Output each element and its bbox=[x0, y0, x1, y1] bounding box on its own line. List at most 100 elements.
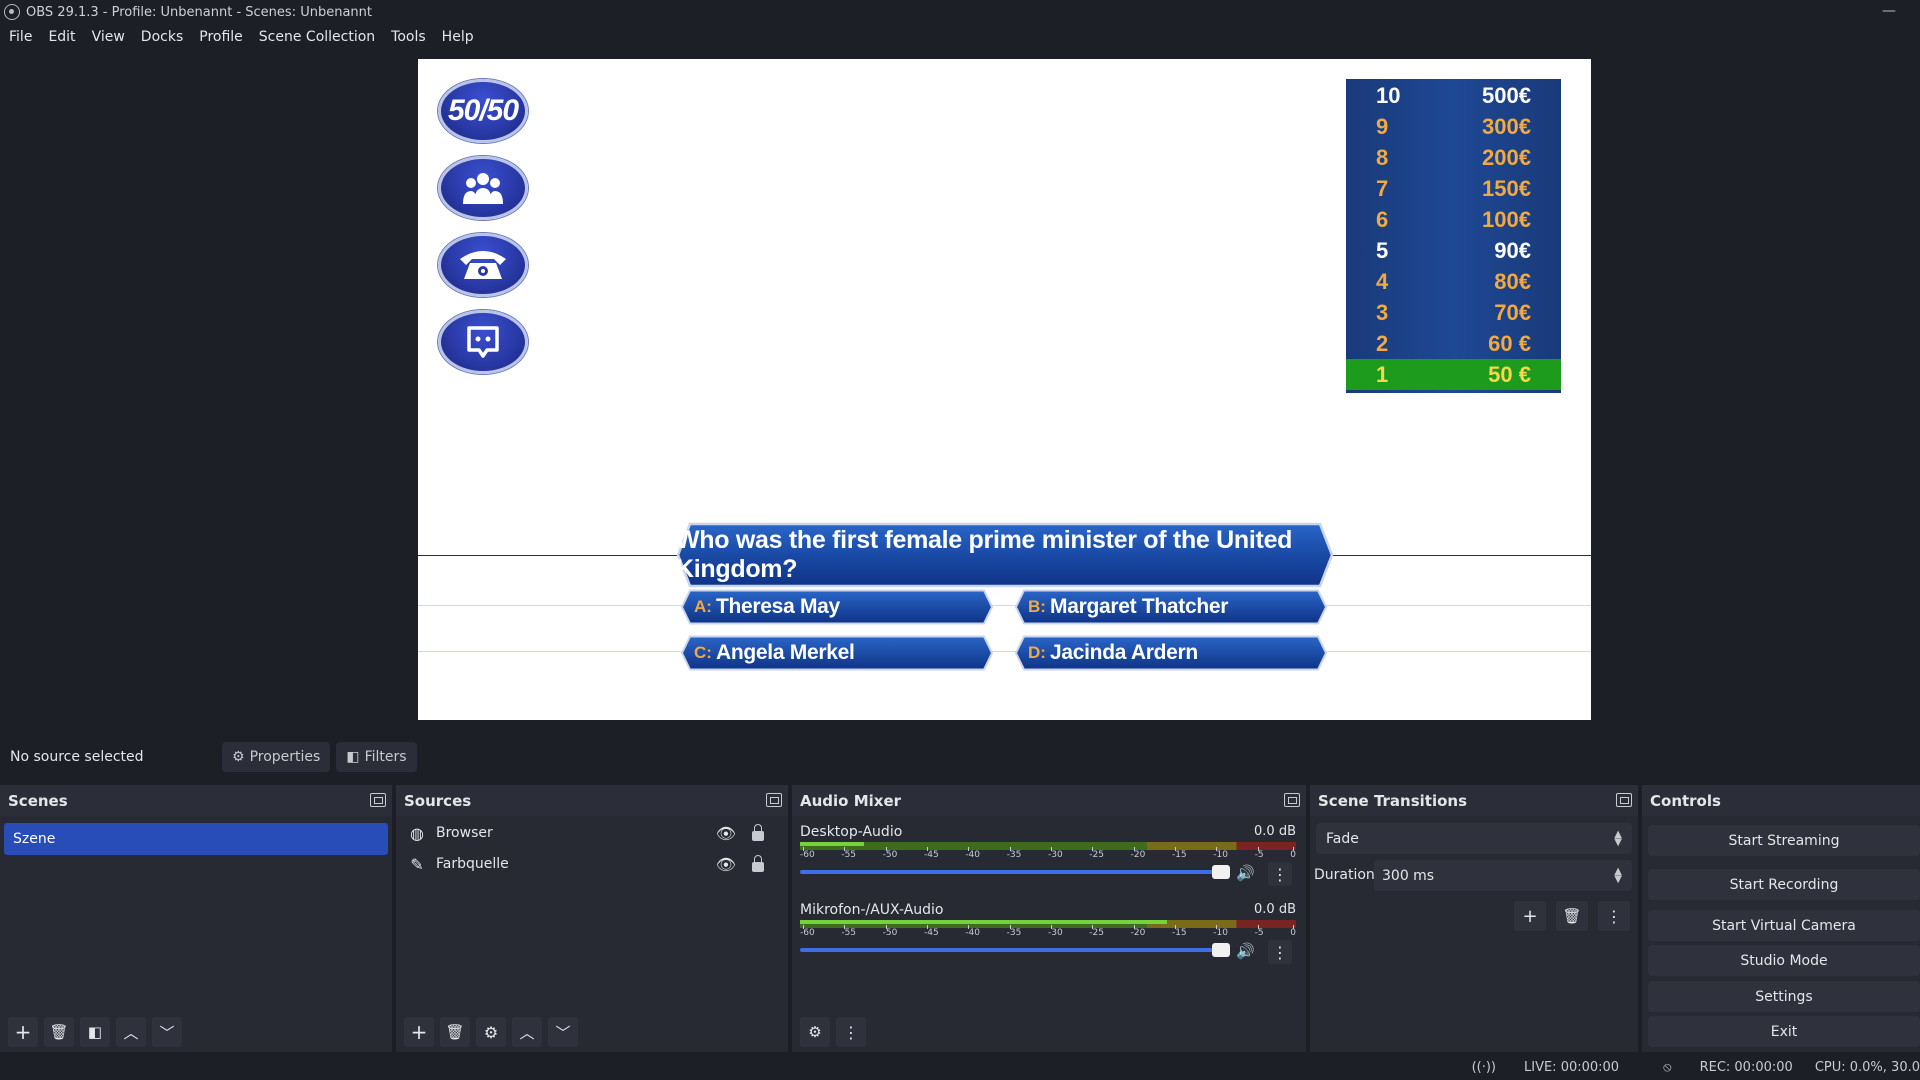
volume-meter bbox=[800, 920, 1296, 928]
filters-button[interactable]: ◧ Filters bbox=[336, 741, 417, 772]
volume-slider-handle[interactable] bbox=[1212, 865, 1230, 879]
move-source-up-button[interactable]: ︿ bbox=[512, 1017, 542, 1047]
meter-tick-label: -45 bbox=[924, 925, 939, 946]
remove-scene-button[interactable]: 🗑 bbox=[44, 1017, 74, 1047]
filters-label: Filters bbox=[364, 748, 407, 765]
answer-text: Margaret Thatcher bbox=[1050, 595, 1229, 618]
source-item-farbquelle[interactable]: ✎ Farbquelle 👁 bbox=[408, 849, 776, 879]
answer-letter: A: bbox=[694, 597, 712, 616]
channel-desktop-audio: Desktop-Audio 0.0 dB -60 -55 -50 -45 -40 -35-… bbox=[798, 824, 1300, 894]
speaker-icon[interactable]: 🔊 bbox=[1236, 864, 1255, 882]
duration-input[interactable]: 300 ms ▲ ▼ bbox=[1374, 860, 1632, 891]
meter-tick-label: -55 bbox=[841, 847, 856, 868]
menu-docks[interactable]: Docks bbox=[140, 29, 184, 45]
start-streaming-button[interactable]: Start Streaming bbox=[1648, 825, 1920, 856]
lock-icon[interactable] bbox=[752, 824, 764, 841]
visibility-eye-icon[interactable]: 👁 bbox=[715, 854, 736, 874]
scene-filters-button[interactable]: ◧ bbox=[80, 1017, 110, 1047]
undock-icon[interactable] bbox=[1616, 793, 1632, 807]
start-recording-button[interactable]: Start Recording bbox=[1648, 869, 1920, 900]
meter-tick-label: -15 bbox=[1172, 847, 1187, 868]
transitions-title: Scene Transitions bbox=[1318, 791, 1468, 810]
chevron-up-icon: ︿ bbox=[123, 1023, 139, 1042]
channel-menu-button[interactable]: ⋮ bbox=[1268, 940, 1292, 964]
channel-mic-aux-audio: Mikrofon-/AUX-Audio 0.0 dB -60 -55 -50 -45-… bbox=[798, 902, 1300, 972]
add-source-button[interactable]: + bbox=[404, 1017, 434, 1047]
settings-button[interactable]: Settings bbox=[1648, 981, 1920, 1012]
answer-letter: B: bbox=[1028, 597, 1046, 616]
meter-tick-label: -60 bbox=[800, 925, 815, 946]
ladder-amount: 60 € bbox=[1488, 330, 1531, 356]
meter-tick-label: -40 bbox=[965, 925, 980, 946]
scenes-list: Szene bbox=[0, 816, 392, 1052]
scenes-title: Scenes bbox=[8, 791, 68, 810]
volume-slider-track[interactable] bbox=[800, 870, 1222, 874]
source-toolbar: No source selected ⚙ Properties ◧ Filter… bbox=[0, 735, 1920, 778]
menu-profile[interactable]: Profile bbox=[199, 29, 243, 45]
transition-buttons: + 🗑 ⋮ bbox=[1504, 901, 1630, 931]
move-scene-down-button[interactable]: ﹀ bbox=[152, 1017, 182, 1047]
kebab-menu-icon: ⋮ bbox=[1272, 942, 1288, 962]
undock-icon[interactable] bbox=[370, 793, 386, 807]
record-icon: ⦸ bbox=[1663, 1059, 1672, 1075]
transition-select[interactable]: Fade ▲ ▼ bbox=[1316, 823, 1632, 854]
mixer-menu-button[interactable]: ⋮ bbox=[836, 1017, 866, 1047]
sources-footer: + 🗑 ⚙ ︿ ﹀ bbox=[396, 1012, 788, 1052]
transition-menu-button[interactable]: ⋮ bbox=[1598, 901, 1630, 931]
controls-header: Controls bbox=[1642, 785, 1920, 816]
meter-tick-label: -45 bbox=[924, 847, 939, 868]
ladder-level: 3 bbox=[1376, 299, 1389, 325]
chevron-down-icon: ﹀ bbox=[159, 1023, 175, 1042]
meter-level bbox=[800, 842, 865, 846]
undock-icon[interactable] bbox=[766, 793, 782, 807]
plus-icon: + bbox=[410, 1020, 428, 1044]
speaker-icon[interactable]: 🔊 bbox=[1236, 942, 1255, 960]
ladder-row: 10 500€ bbox=[1346, 80, 1561, 111]
menu-scene-collection[interactable]: Scene Collection bbox=[258, 29, 376, 45]
spinner-icon[interactable]: ▲ ▼ bbox=[1614, 865, 1622, 885]
properties-button[interactable]: ⚙ Properties bbox=[222, 741, 331, 772]
meter-tick-label: -30 bbox=[1048, 925, 1063, 946]
channel-menu-button[interactable]: ⋮ bbox=[1268, 862, 1292, 886]
answer-a: A: Theresa May bbox=[680, 589, 994, 625]
meter-tick-label: -35 bbox=[1007, 847, 1021, 868]
undock-icon[interactable] bbox=[1284, 793, 1300, 807]
status-bar: ((·)) LIVE: 00:00:00 ⦸ REC: 00:00:00 CPU: … bbox=[0, 1054, 1920, 1080]
lock-icon[interactable] bbox=[752, 855, 764, 872]
no-source-label: No source selected bbox=[10, 748, 144, 765]
menu-help[interactable]: Help bbox=[441, 29, 474, 45]
scene-item[interactable]: Szene bbox=[4, 823, 388, 855]
sources-header: Sources bbox=[396, 785, 788, 816]
start-virtual-camera-button[interactable]: Start Virtual Camera bbox=[1648, 910, 1920, 941]
remove-transition-button[interactable]: 🗑 bbox=[1556, 901, 1588, 931]
chat-icon bbox=[467, 326, 499, 358]
kebab-menu-icon: ⋮ bbox=[1272, 864, 1288, 884]
minimize-button[interactable]: — bbox=[1882, 3, 1896, 19]
preview-canvas[interactable]: 50/50 10 500€ 9 300€ 8 200€ 7 150€ 6 100€ 5 90€ 4 80€… bbox=[418, 59, 1591, 720]
title-bar: OBS 29.1.3 - Profile: Unbenannt - Scenes… bbox=[0, 0, 1920, 24]
ladder-row: 1 50 € bbox=[1346, 359, 1561, 390]
source-properties-button[interactable]: ⚙ bbox=[476, 1017, 506, 1047]
remove-source-button[interactable]: 🗑 bbox=[440, 1017, 470, 1047]
volume-slider-handle[interactable] bbox=[1212, 943, 1230, 957]
advanced-audio-button[interactable]: ⚙ bbox=[800, 1017, 830, 1047]
exit-button[interactable]: Exit bbox=[1648, 1016, 1920, 1047]
studio-mode-button[interactable]: Studio Mode bbox=[1648, 945, 1920, 976]
gear-icon: ⚙ bbox=[483, 1022, 499, 1042]
menu-edit[interactable]: Edit bbox=[48, 29, 76, 45]
visibility-eye-icon[interactable]: 👁 bbox=[715, 823, 736, 843]
move-scene-up-button[interactable]: ︿ bbox=[116, 1017, 146, 1047]
kebab-menu-icon: ⋮ bbox=[1606, 906, 1622, 926]
meter-tick-label: -35 bbox=[1007, 925, 1021, 946]
menu-tools[interactable]: Tools bbox=[391, 29, 426, 45]
menu-file[interactable]: File bbox=[9, 29, 33, 45]
question-box: Who was the first female prime minister … bbox=[676, 522, 1334, 588]
menu-view[interactable]: View bbox=[91, 29, 125, 45]
volume-slider-track[interactable] bbox=[800, 948, 1222, 952]
move-source-down-button[interactable]: ﹀ bbox=[548, 1017, 578, 1047]
add-scene-button[interactable]: + bbox=[8, 1017, 38, 1047]
ladder-row: 3 70€ bbox=[1346, 297, 1561, 328]
add-transition-button[interactable]: + bbox=[1514, 901, 1546, 931]
source-item-browser[interactable]: ◍ Browser 👁 bbox=[408, 818, 776, 848]
trash-icon: 🗑 bbox=[49, 1023, 69, 1041]
